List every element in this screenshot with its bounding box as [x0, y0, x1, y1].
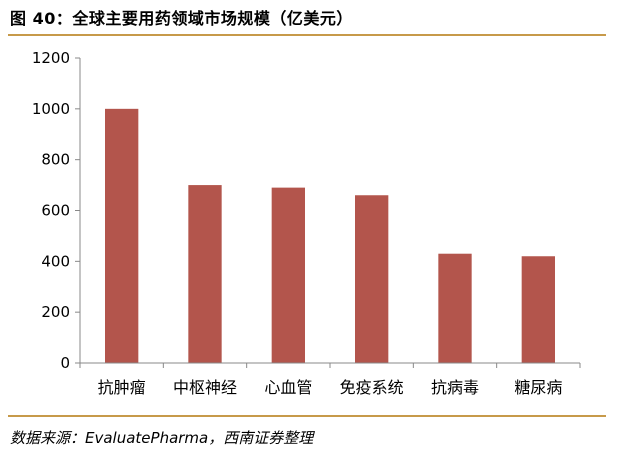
x-tick-label: 免疫系统 — [340, 378, 404, 397]
bar-心血管 — [271, 187, 305, 363]
y-tick-label: 0 — [60, 354, 70, 372]
bar-抗病毒 — [438, 253, 472, 363]
bar-中枢神经 — [188, 185, 222, 363]
y-tick-label: 1200 — [32, 49, 70, 67]
x-tick-label: 抗病毒 — [431, 378, 479, 397]
y-axis: 0 200 400 600 800 1000 1200 — [32, 49, 81, 372]
x-tick-label: 抗肿瘤 — [98, 378, 146, 397]
x-tick-label: 中枢神经 — [173, 378, 237, 397]
y-tick-label: 400 — [41, 252, 70, 270]
bar-抗肿瘤 — [105, 108, 139, 363]
y-tick-label: 200 — [41, 303, 70, 321]
x-tick-label: 糖尿病 — [514, 378, 562, 397]
source-rule — [8, 415, 606, 417]
bars — [105, 108, 555, 363]
bar-糖尿病 — [521, 256, 555, 363]
y-tick-label: 1000 — [32, 100, 70, 118]
x-axis: 抗肿瘤 中枢神经 心血管 免疫系统 抗病毒 糖尿病 — [79, 362, 581, 397]
y-tick-label: 800 — [41, 151, 70, 169]
x-tick-label: 心血管 — [264, 378, 312, 397]
bar-免疫系统 — [355, 195, 389, 363]
source-note: 数据来源：EvaluatePharma，西南证券整理 — [10, 429, 314, 447]
figure-title: 图 40：全球主要用药领域市场规模（亿美元） — [10, 9, 353, 28]
title-rule — [8, 34, 606, 36]
y-tick-label: 600 — [41, 202, 70, 220]
